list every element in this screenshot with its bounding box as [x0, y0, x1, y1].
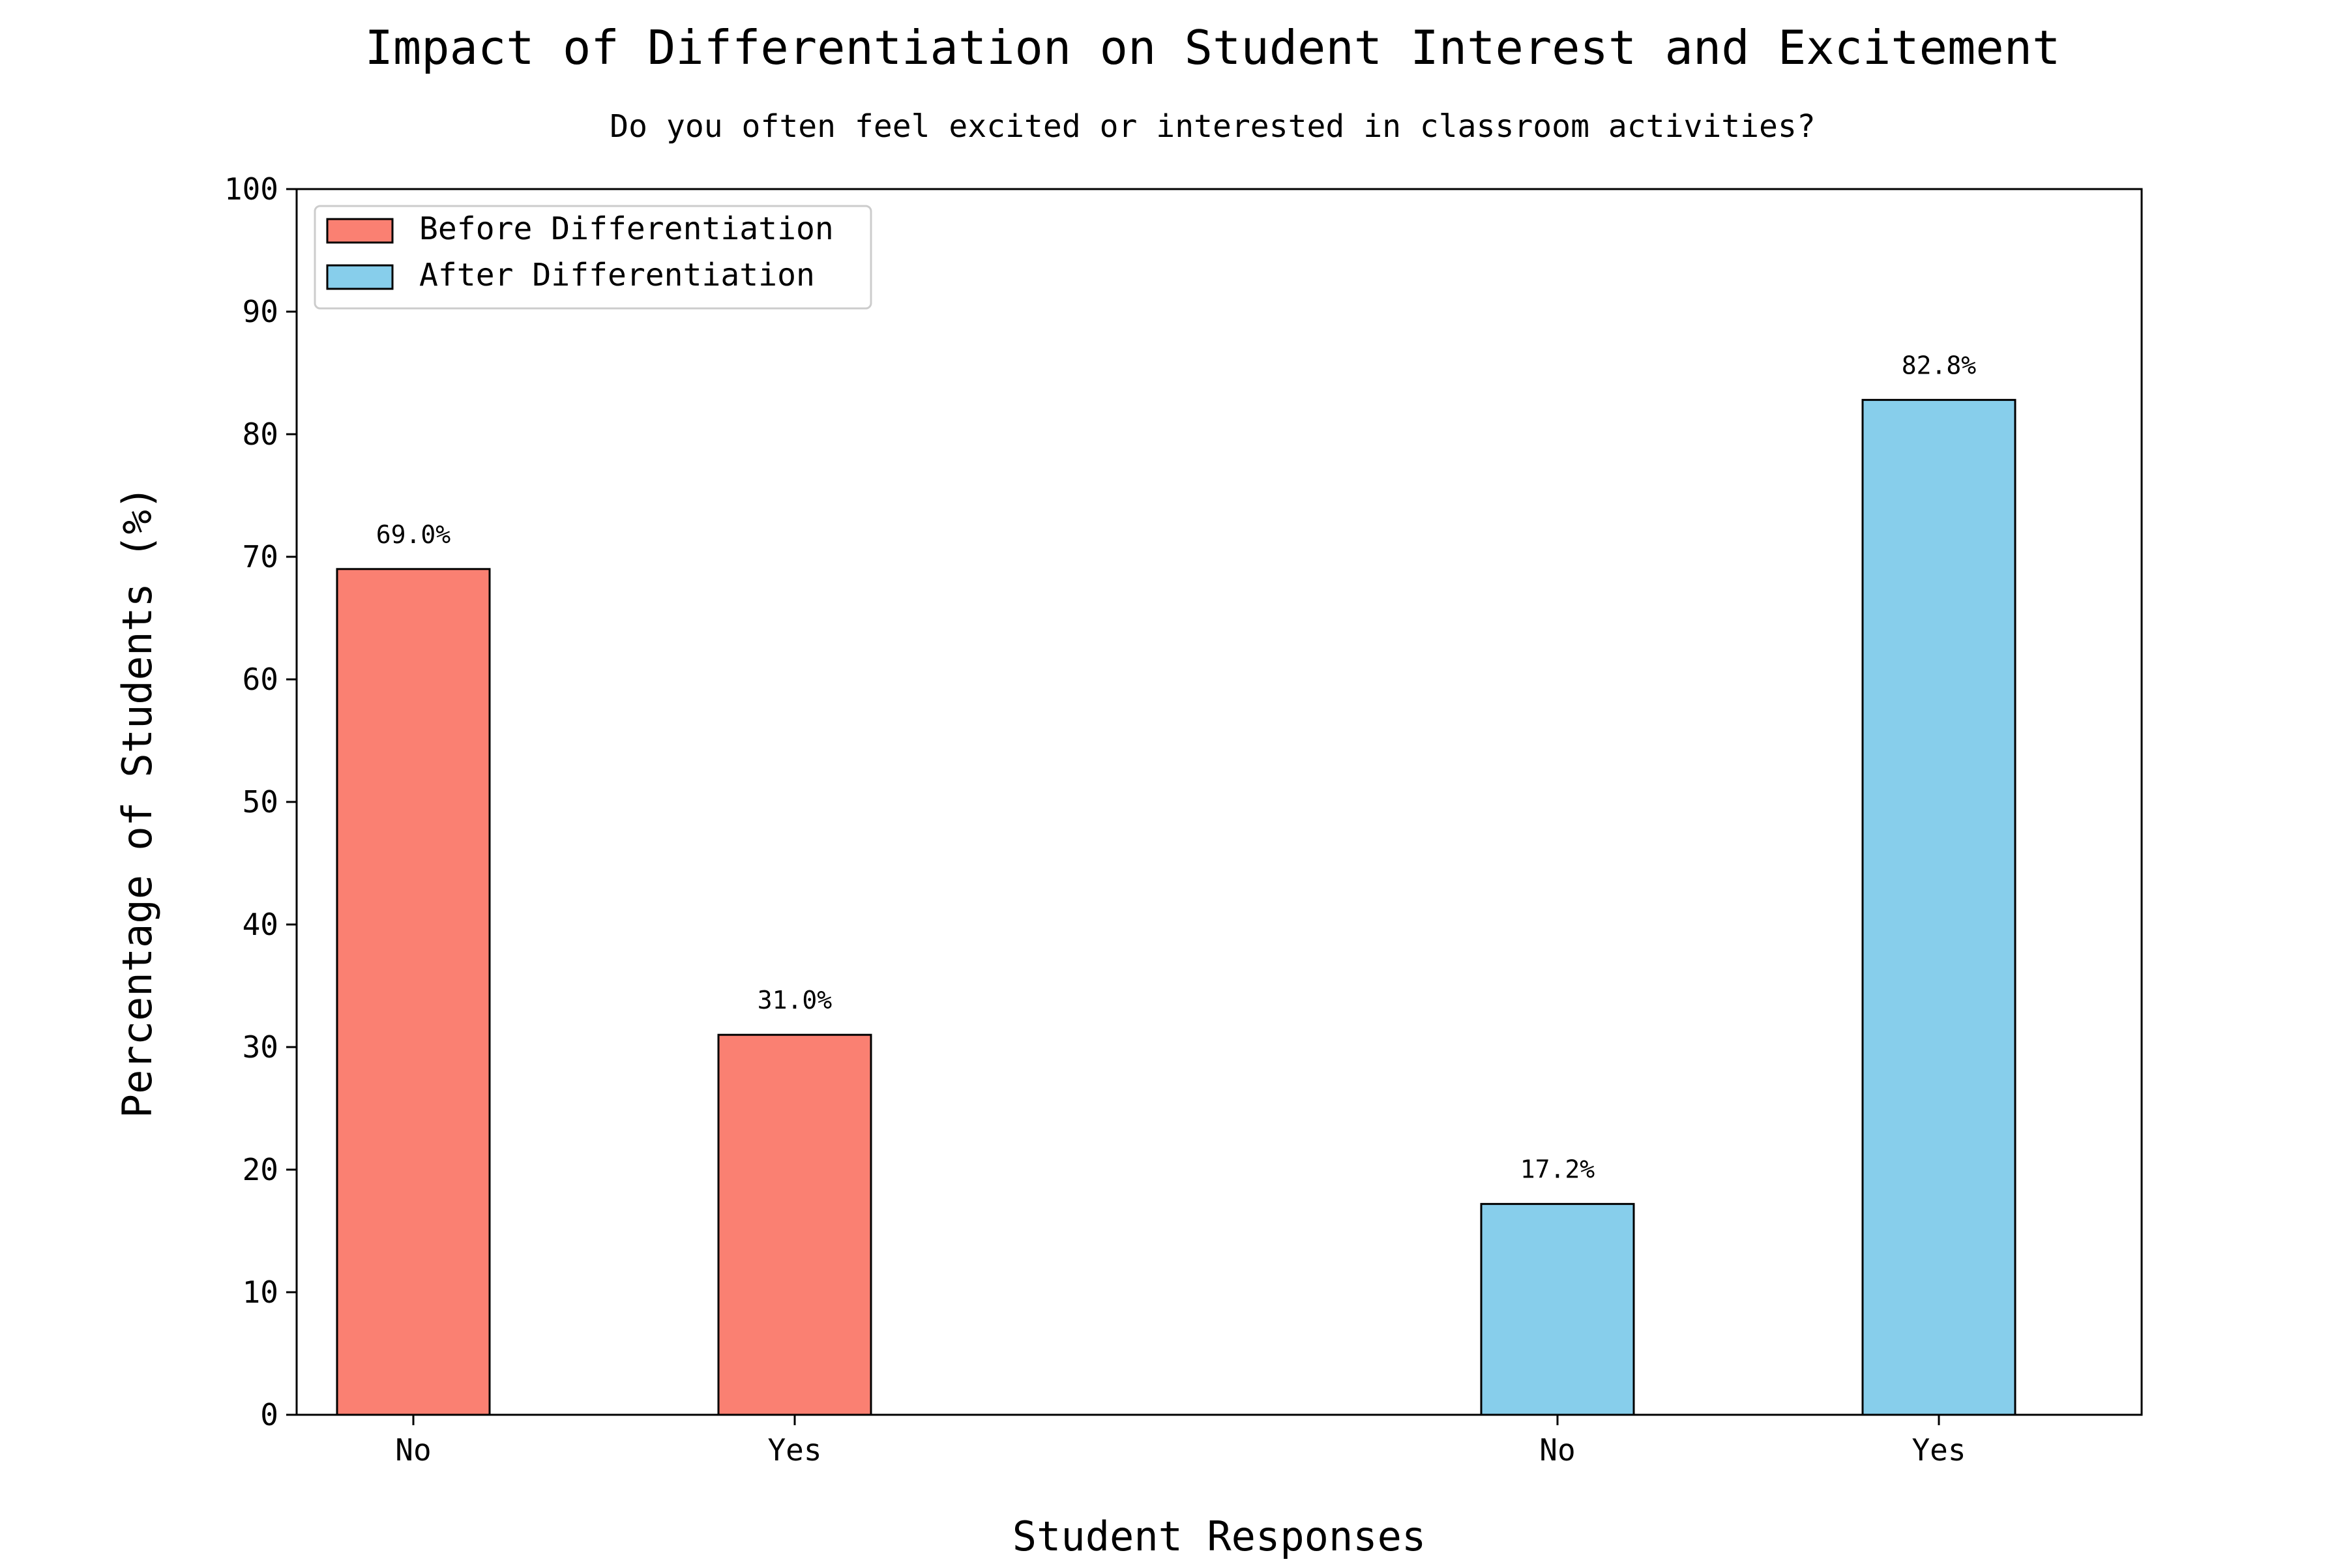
chart-subtitle: Do you often feel excited or interested …	[610, 108, 1816, 145]
data-label: 82.8%	[1902, 351, 1977, 379]
y-tick-label: 50	[243, 784, 278, 820]
x-tick-label: Yes	[767, 1432, 821, 1468]
x-axis: No Yes No Yes	[395, 1415, 1966, 1468]
y-tick-label: 60	[243, 662, 278, 697]
data-label: 31.0%	[758, 986, 833, 1014]
y-tick-label: 0	[260, 1397, 278, 1432]
chart-title: Impact of Differentiation on Student Int…	[365, 20, 2061, 75]
y-tick-label: 80	[243, 417, 278, 452]
y-tick-label: 70	[243, 539, 278, 574]
legend-label: After Differentiation	[419, 257, 815, 293]
legend-swatch	[326, 264, 394, 290]
x-tick-label: No	[395, 1432, 431, 1468]
legend-frame	[314, 205, 872, 310]
y-tick-label: 90	[243, 294, 278, 329]
data-label: 17.2%	[1520, 1155, 1595, 1184]
bar-yes-after	[1861, 398, 2016, 1416]
y-tick-label: 30	[243, 1029, 278, 1065]
x-axis-label: Student Responses	[1012, 1513, 1426, 1560]
y-tick-label: 40	[243, 907, 278, 942]
bars-layer	[336, 398, 2016, 1416]
plot-frame	[295, 188, 2143, 1416]
x-tick-label: Yes	[1912, 1432, 1966, 1468]
y-tick-label: 100	[224, 171, 278, 207]
bar-no-before	[336, 568, 491, 1416]
y-axis-label: Percentage of Students (%)	[113, 486, 161, 1119]
y-tick-label: 10	[243, 1275, 278, 1310]
legend-swatch	[326, 218, 394, 244]
legend: Before Differentiation After Differentiat…	[314, 205, 872, 310]
data-label: 69.0%	[376, 520, 451, 549]
data-labels-layer: 69.0% 31.0% 17.2% 82.8%	[376, 351, 1977, 1183]
bar-no-after	[1480, 1203, 1635, 1416]
y-axis: 0 10 20 30 40 50 60 70 80 90 100	[224, 171, 297, 1432]
y-tick-label: 20	[243, 1152, 278, 1187]
legend-label: Before Differentiation	[419, 211, 834, 247]
x-tick-label: No	[1539, 1432, 1575, 1468]
bar-yes-before	[717, 1033, 872, 1416]
